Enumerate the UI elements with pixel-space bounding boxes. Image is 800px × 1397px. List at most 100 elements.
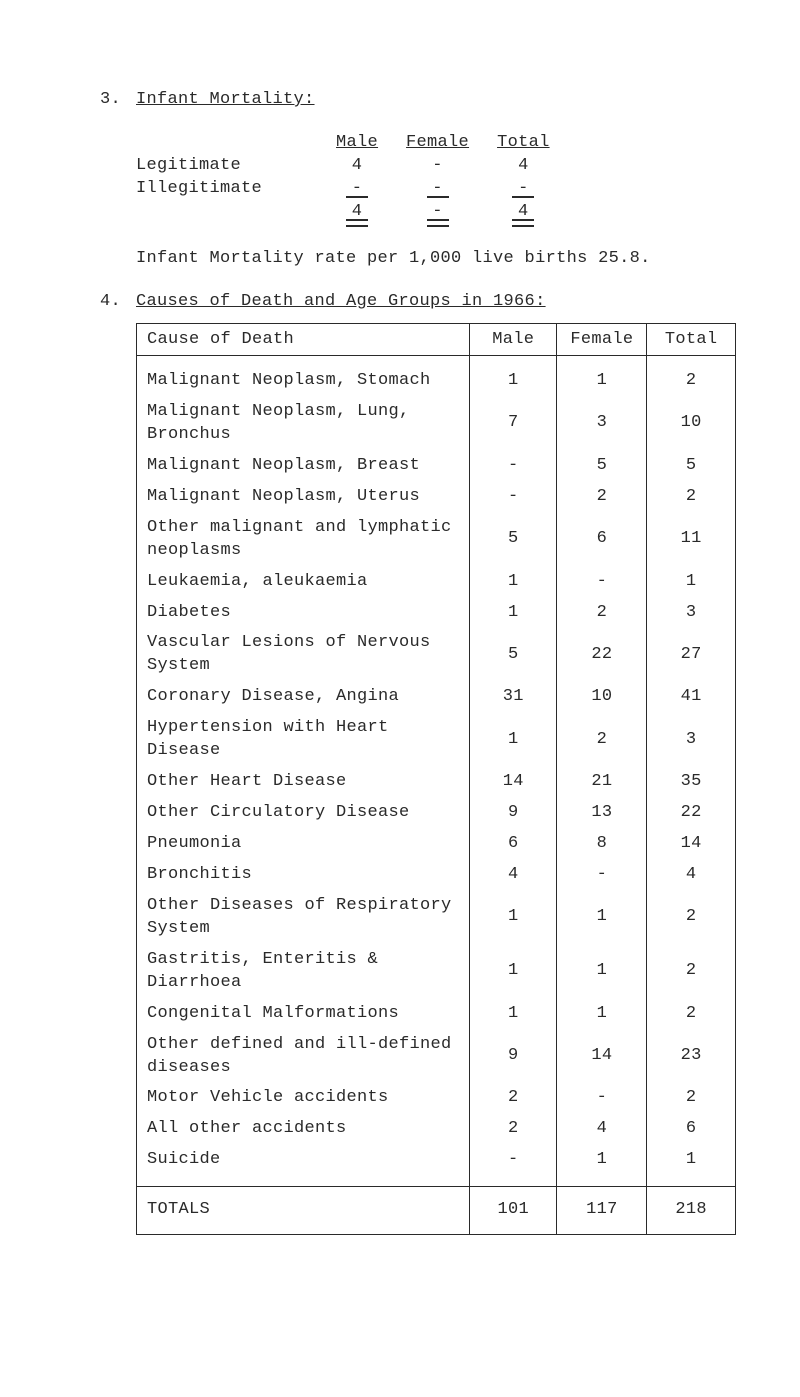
mort-cell: 4 [322,154,392,177]
section-4-heading: 4. Causes of Death and Age Groups in 196… [100,292,730,311]
death-female: - [557,1083,647,1114]
death-cause: Malignant Neoplasm, Breast [137,451,470,482]
causes-of-death-table: Cause of Death Male Female Total Maligna… [136,323,736,1235]
death-male: 9 [470,1030,557,1084]
table-row: Suicide-11 [137,1145,736,1186]
death-male: 6 [470,829,557,860]
death-female: 2 [557,713,647,767]
death-male: - [470,451,557,482]
mort-col-total: Total [483,131,564,154]
death-col-total: Total [647,324,736,356]
death-cause: Gastritis, Enteritis & Diarrhoea [137,945,470,999]
table-row: Leukaemia, aleukaemia1-1 [137,567,736,598]
death-female: 3 [557,397,647,451]
death-female: 1 [557,356,647,397]
death-total: 6 [647,1114,736,1145]
death-cause: Suicide [137,1145,470,1186]
death-total: 2 [647,1083,736,1114]
death-col-male: Male [470,324,557,356]
table-row: Coronary Disease, Angina311041 [137,682,736,713]
death-total: 41 [647,682,736,713]
death-female: 2 [557,598,647,629]
death-cause: Other malignant and lymphatic neoplasms [137,513,470,567]
table-row: Vascular Lesions of Nervous System52227 [137,628,736,682]
table-row: Malignant Neoplasm, Uterus-22 [137,482,736,513]
death-total: 4 [647,860,736,891]
death-female: 10 [557,682,647,713]
death-totals-female: 117 [557,1187,647,1235]
mort-cell: 4 [483,154,564,177]
death-cause: Motor Vehicle accidents [137,1083,470,1114]
death-total: 2 [647,999,736,1030]
death-cause: All other accidents [137,1114,470,1145]
section-3-heading: 3. Infant Mortality: [100,90,730,109]
table-row: Diabetes123 [137,598,736,629]
table-row: Other Circulatory Disease91322 [137,798,736,829]
death-male: 1 [470,713,557,767]
death-male: 2 [470,1083,557,1114]
death-female: 4 [557,1114,647,1145]
death-col-cause: Cause of Death [137,324,470,356]
death-male: - [470,1145,557,1186]
death-totals-row: TOTALS 101 117 218 [137,1187,736,1235]
table-row: Gastritis, Enteritis & Diarrhoea112 [137,945,736,999]
death-cause: Malignant Neoplasm, Stomach [137,356,470,397]
table-row: Malignant Neoplasm, Breast-55 [137,451,736,482]
mort-sum-row: 4 - 4 [136,200,564,223]
mort-sum-total: 4 [512,202,534,221]
death-total: 2 [647,945,736,999]
mort-cell: - [392,154,483,177]
death-female: 22 [557,628,647,682]
death-male: 9 [470,798,557,829]
death-male: 1 [470,567,557,598]
death-total: 11 [647,513,736,567]
death-total: 27 [647,628,736,682]
death-total: 35 [647,767,736,798]
infant-mortality-table: Male Female Total Legitimate 4 - 4 Illeg… [136,131,564,223]
death-male: 1 [470,356,557,397]
death-female: - [557,860,647,891]
death-cause: Malignant Neoplasm, Lung, Bronchus [137,397,470,451]
section-4-title: Causes of Death and Age Groups in 1966: [136,292,546,311]
death-male: 5 [470,628,557,682]
table-row: Other Diseases of Respiratory System112 [137,891,736,945]
death-totals-label: TOTALS [137,1187,470,1235]
death-cause: Bronchitis [137,860,470,891]
death-cause: Other Diseases of Respiratory System [137,891,470,945]
death-total: 1 [647,1145,736,1186]
death-total: 14 [647,829,736,860]
mort-row-label: Legitimate [136,154,322,177]
death-total: 5 [647,451,736,482]
table-row: Other defined and ill-defined diseases91… [137,1030,736,1084]
mort-sum-female: - [427,202,449,221]
death-total: 23 [647,1030,736,1084]
death-cause: Other defined and ill-defined diseases [137,1030,470,1084]
table-row: Other malignant and lymphatic neoplasms5… [137,513,736,567]
mort-row-label: Illegitimate [136,177,322,200]
death-cause: Pneumonia [137,829,470,860]
death-female: 5 [557,451,647,482]
death-cause: Other Circulatory Disease [137,798,470,829]
death-female: 13 [557,798,647,829]
table-row: Malignant Neoplasm, Stomach112 [137,356,736,397]
death-cause: Diabetes [137,598,470,629]
death-total: 3 [647,598,736,629]
death-cause: Leukaemia, aleukaemia [137,567,470,598]
death-female: 8 [557,829,647,860]
death-female: 1 [557,945,647,999]
death-cause: Hypertension with Heart Disease [137,713,470,767]
death-female: 2 [557,482,647,513]
death-female: 6 [557,513,647,567]
death-male: 31 [470,682,557,713]
death-total: 2 [647,356,736,397]
death-male: - [470,482,557,513]
death-male: 14 [470,767,557,798]
table-row: Other Heart Disease142135 [137,767,736,798]
death-male: 7 [470,397,557,451]
death-female: 21 [557,767,647,798]
death-male: 2 [470,1114,557,1145]
table-row: Bronchitis4-4 [137,860,736,891]
table-row: Hypertension with Heart Disease123 [137,713,736,767]
death-female: 1 [557,999,647,1030]
death-cause: Other Heart Disease [137,767,470,798]
